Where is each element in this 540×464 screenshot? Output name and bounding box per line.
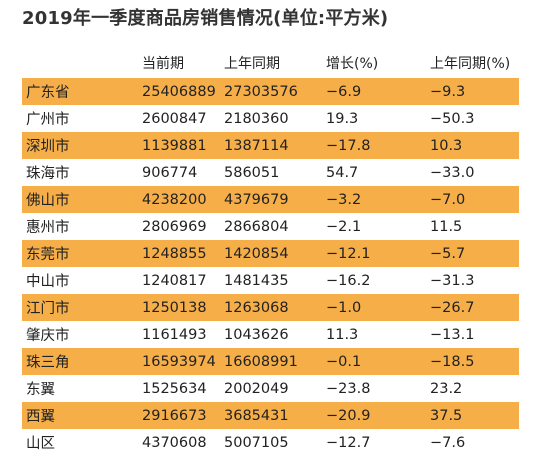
row-region: 山区 — [26, 436, 55, 452]
row-region: 江门市 — [26, 301, 70, 317]
row-last-year: 1263068 — [224, 299, 289, 316]
row-growth: −6.9 — [326, 83, 362, 100]
table-row: 东翼 1525634 2002049 −23.8 23.2 — [22, 375, 519, 402]
row-last-year: 5007105 — [224, 434, 289, 451]
row-last-year: 2180360 — [224, 110, 289, 127]
row-current: 1250138 — [142, 299, 207, 316]
header-last-year: 上年同期 — [224, 56, 280, 72]
row-current: 1240817 — [142, 272, 207, 289]
row-region: 广东省 — [26, 85, 70, 101]
row-last-year: 1420854 — [224, 245, 289, 262]
row-last-growth: 11.5 — [430, 218, 463, 235]
row-growth: −0.1 — [326, 353, 362, 370]
row-current: 1161493 — [142, 326, 207, 343]
header-last-growth: 上年同期(%) — [430, 56, 511, 72]
row-last-growth: −50.3 — [430, 110, 475, 127]
row-region: 东翼 — [26, 382, 55, 398]
table-row: 广州市 2600847 2180360 19.3 −50.3 — [22, 105, 519, 132]
row-region: 广州市 — [26, 112, 70, 128]
table-row: 广东省 25406889 27303576 −6.9 −9.3 — [22, 78, 519, 105]
row-growth: −20.9 — [326, 407, 371, 424]
row-region: 中山市 — [26, 274, 70, 290]
row-last-year: 2866804 — [224, 218, 289, 235]
page-title: 2019年一季度商品房销售情况(单位:平方米) — [22, 8, 389, 29]
row-region: 珠三角 — [26, 355, 70, 371]
row-growth: −12.7 — [326, 434, 371, 451]
header-current: 当前期 — [142, 56, 184, 72]
row-region: 佛山市 — [26, 193, 70, 209]
row-region: 肇庆市 — [26, 328, 70, 344]
row-last-growth: −7.0 — [430, 191, 466, 208]
row-current: 1525634 — [142, 380, 207, 397]
row-last-growth: −26.7 — [430, 299, 475, 316]
row-region: 珠海市 — [26, 166, 70, 182]
table-body: 广东省 25406889 27303576 −6.9 −9.3 广州市 2600847 218… — [22, 78, 519, 456]
table-row: 肇庆市 1161493 1043626 11.3 −13.1 — [22, 321, 519, 348]
header-growth: 增长(%) — [326, 56, 379, 72]
row-growth: 11.3 — [326, 326, 359, 343]
row-last-growth: 37.5 — [430, 407, 463, 424]
row-current: 1248855 — [142, 245, 207, 262]
row-current: 1139881 — [142, 137, 207, 154]
row-current: 2600847 — [142, 110, 207, 127]
row-region: 西翼 — [26, 409, 55, 425]
row-current: 906774 — [142, 164, 198, 181]
row-current: 16593974 — [142, 353, 216, 370]
row-growth: −2.1 — [326, 218, 362, 235]
table-row: 东莞市 1248855 1420854 −12.1 −5.7 — [22, 240, 519, 267]
table-header: 当前期 上年同期 增长(%) 上年同期(%) — [22, 48, 519, 78]
row-region: 东莞市 — [26, 247, 70, 263]
table-row: 佛山市 4238200 4379679 −3.2 −7.0 — [22, 186, 519, 213]
row-last-growth: −18.5 — [430, 353, 475, 370]
row-last-year: 1387114 — [224, 137, 289, 154]
table-row: 珠三角 16593974 16608991 −0.1 −18.5 — [22, 348, 519, 375]
row-last-growth: −13.1 — [430, 326, 475, 343]
row-last-growth: −7.6 — [430, 434, 466, 451]
row-region: 深圳市 — [26, 139, 70, 155]
table-row: 珠海市 906774 586051 54.7 −33.0 — [22, 159, 519, 186]
row-growth: −1.0 — [326, 299, 362, 316]
table-row: 江门市 1250138 1263068 −1.0 −26.7 — [22, 294, 519, 321]
row-current: 4370608 — [142, 434, 207, 451]
row-last-year: 27303576 — [224, 83, 298, 100]
row-last-year: 1043626 — [224, 326, 289, 343]
row-last-year: 586051 — [224, 164, 280, 181]
row-last-year: 3685431 — [224, 407, 289, 424]
row-growth: −16.2 — [326, 272, 371, 289]
row-last-growth: −33.0 — [430, 164, 475, 181]
row-current: 4238200 — [142, 191, 207, 208]
row-growth: −12.1 — [326, 245, 371, 262]
row-last-growth: 23.2 — [430, 380, 463, 397]
row-last-year: 2002049 — [224, 380, 289, 397]
table-row: 山区 4370608 5007105 −12.7 −7.6 — [22, 429, 519, 456]
row-last-growth: −9.3 — [430, 83, 466, 100]
row-last-growth: 10.3 — [430, 137, 463, 154]
table-row: 惠州市 2806969 2866804 −2.1 11.5 — [22, 213, 519, 240]
table-row: 深圳市 1139881 1387114 −17.8 10.3 — [22, 132, 519, 159]
row-last-growth: −5.7 — [430, 245, 466, 262]
row-last-year: 1481435 — [224, 272, 289, 289]
sales-table: 当前期 上年同期 增长(%) 上年同期(%) 广东省 25406889 273035… — [22, 48, 519, 456]
row-current: 2806969 — [142, 218, 207, 235]
row-growth: −17.8 — [326, 137, 371, 154]
row-last-growth: −31.3 — [430, 272, 475, 289]
row-growth: 54.7 — [326, 164, 359, 181]
row-current: 25406889 — [142, 83, 216, 100]
table-row: 中山市 1240817 1481435 −16.2 −31.3 — [22, 267, 519, 294]
row-growth: −23.8 — [326, 380, 371, 397]
row-growth: 19.3 — [326, 110, 359, 127]
row-last-year: 16608991 — [224, 353, 298, 370]
row-growth: −3.2 — [326, 191, 362, 208]
table-row: 西翼 2916673 3685431 −20.9 37.5 — [22, 402, 519, 429]
row-current: 2916673 — [142, 407, 207, 424]
row-region: 惠州市 — [26, 220, 70, 236]
row-last-year: 4379679 — [224, 191, 289, 208]
